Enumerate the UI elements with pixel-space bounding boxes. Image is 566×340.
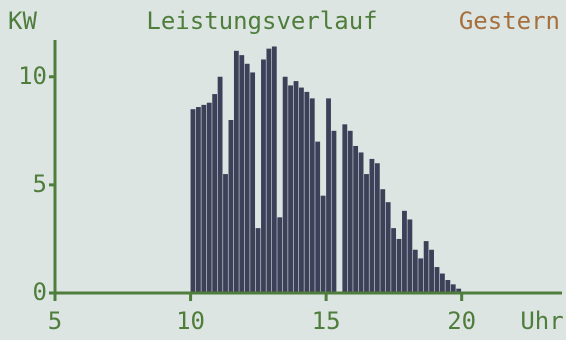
bar bbox=[375, 163, 380, 293]
bar bbox=[212, 94, 217, 293]
bar bbox=[370, 159, 375, 293]
x-tick-label: 20 bbox=[447, 307, 476, 335]
bar bbox=[201, 105, 206, 293]
bar bbox=[239, 55, 244, 293]
bar bbox=[353, 146, 358, 293]
bar bbox=[207, 103, 212, 293]
bar bbox=[266, 49, 271, 293]
bar bbox=[397, 239, 402, 293]
x-tick-label: 15 bbox=[312, 307, 341, 335]
bar bbox=[196, 107, 201, 293]
bar bbox=[234, 51, 239, 293]
bar bbox=[321, 196, 326, 293]
bar bbox=[407, 219, 412, 293]
bar bbox=[359, 152, 364, 293]
bar bbox=[315, 142, 320, 293]
bar bbox=[229, 120, 234, 293]
x-tick-label: 5 bbox=[48, 307, 62, 335]
lcd-chart: KW Leistungsverlauf Gestern Uhr 05105101… bbox=[0, 0, 566, 340]
x-tick-label: 10 bbox=[176, 307, 205, 335]
bar bbox=[435, 267, 440, 293]
bar bbox=[440, 274, 445, 293]
bar bbox=[413, 250, 418, 293]
bar bbox=[223, 174, 228, 293]
bar bbox=[445, 280, 450, 293]
bar bbox=[299, 88, 304, 293]
x-axis-label: Uhr bbox=[520, 307, 563, 335]
bar bbox=[310, 98, 315, 293]
y-tick-label: 0 bbox=[33, 278, 47, 306]
chart-title: Leistungsverlauf bbox=[146, 7, 377, 35]
bar bbox=[342, 124, 347, 293]
y-unit: KW bbox=[8, 7, 37, 35]
bar bbox=[304, 92, 309, 293]
bar bbox=[364, 174, 369, 293]
bar bbox=[288, 85, 293, 293]
bar bbox=[283, 77, 288, 293]
bar bbox=[418, 258, 423, 293]
bar bbox=[429, 250, 434, 293]
bar bbox=[348, 131, 353, 293]
y-tick-label: 5 bbox=[33, 170, 47, 198]
bar bbox=[386, 202, 391, 293]
bar bbox=[261, 59, 266, 293]
bar bbox=[256, 228, 261, 293]
bar bbox=[402, 211, 407, 293]
bar bbox=[332, 131, 337, 293]
bar bbox=[277, 217, 282, 293]
bar bbox=[250, 72, 255, 293]
bar bbox=[294, 81, 299, 293]
bar bbox=[191, 109, 196, 293]
bar bbox=[391, 228, 396, 293]
bar bbox=[245, 64, 250, 293]
y-tick-label: 10 bbox=[18, 62, 47, 90]
bar bbox=[424, 241, 429, 293]
bar bbox=[218, 77, 223, 293]
bar bbox=[272, 46, 277, 293]
bar bbox=[326, 98, 331, 293]
bar bbox=[380, 189, 385, 293]
chart-subtitle: Gestern bbox=[459, 7, 560, 35]
